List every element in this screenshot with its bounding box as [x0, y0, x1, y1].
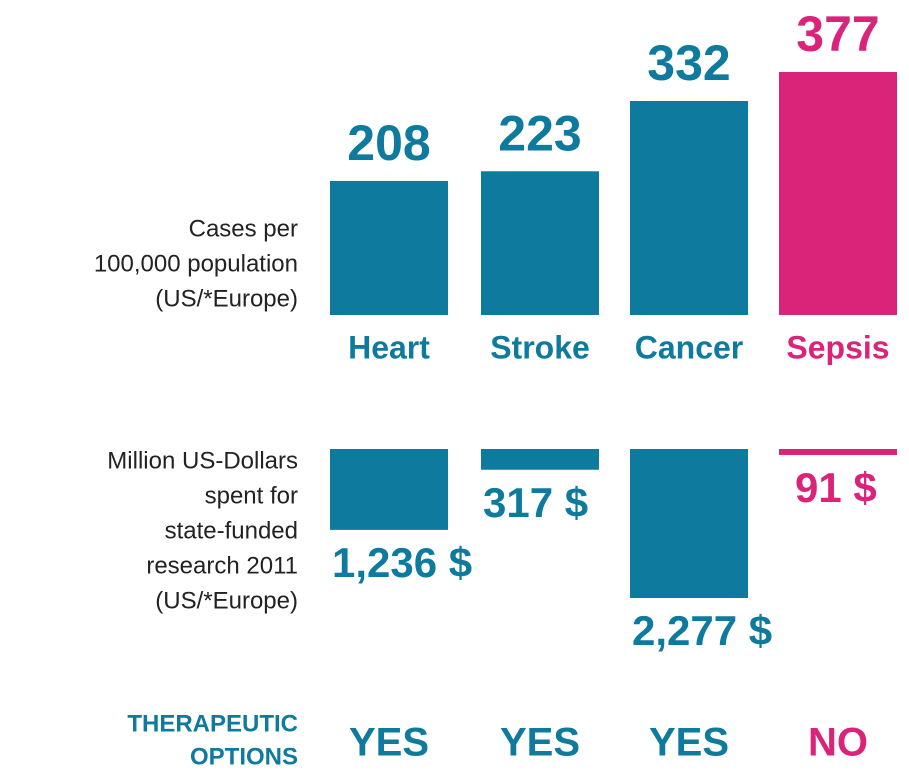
axis-label: Cases per	[189, 215, 298, 242]
value-label: 223	[498, 105, 581, 161]
bar	[779, 449, 897, 455]
therapeutic-value: YES	[649, 721, 729, 765]
axis-label: (US/*Europe)	[155, 285, 298, 312]
axis-label: (US/*Europe)	[155, 587, 298, 614]
category-label: Cancer	[635, 329, 744, 365]
bar	[630, 449, 748, 598]
axis-label: 100,000 population	[94, 250, 298, 277]
therapeutic-value: NO	[808, 721, 868, 765]
value-label: 317 $	[483, 479, 588, 526]
axis-label: research 2011	[146, 552, 298, 579]
value-label: 332	[647, 35, 730, 91]
bar	[330, 180, 448, 315]
value-label: 91 $	[795, 464, 877, 511]
value-label: 1,236 $	[332, 539, 472, 586]
bar	[481, 171, 599, 315]
axis-label: THERAPEUTIC	[127, 710, 298, 737]
bar	[630, 101, 748, 315]
category-label: Heart	[348, 329, 430, 365]
value-label: 377	[796, 6, 879, 62]
axis-label: Million US-Dollars	[107, 447, 298, 474]
therapeutic-value: YES	[500, 721, 580, 765]
value-label: 208	[347, 115, 430, 171]
value-label: 2,277 $	[632, 607, 772, 654]
axis-label: spent for	[205, 482, 298, 509]
bar	[779, 72, 897, 315]
category-label: Stroke	[490, 329, 590, 365]
category-label: Sepsis	[786, 329, 889, 365]
axis-label: OPTIONS	[190, 743, 298, 770]
therapeutic-value: YES	[349, 721, 429, 765]
bar	[481, 449, 599, 470]
axis-label: state-funded	[165, 517, 298, 544]
bar	[330, 449, 448, 530]
